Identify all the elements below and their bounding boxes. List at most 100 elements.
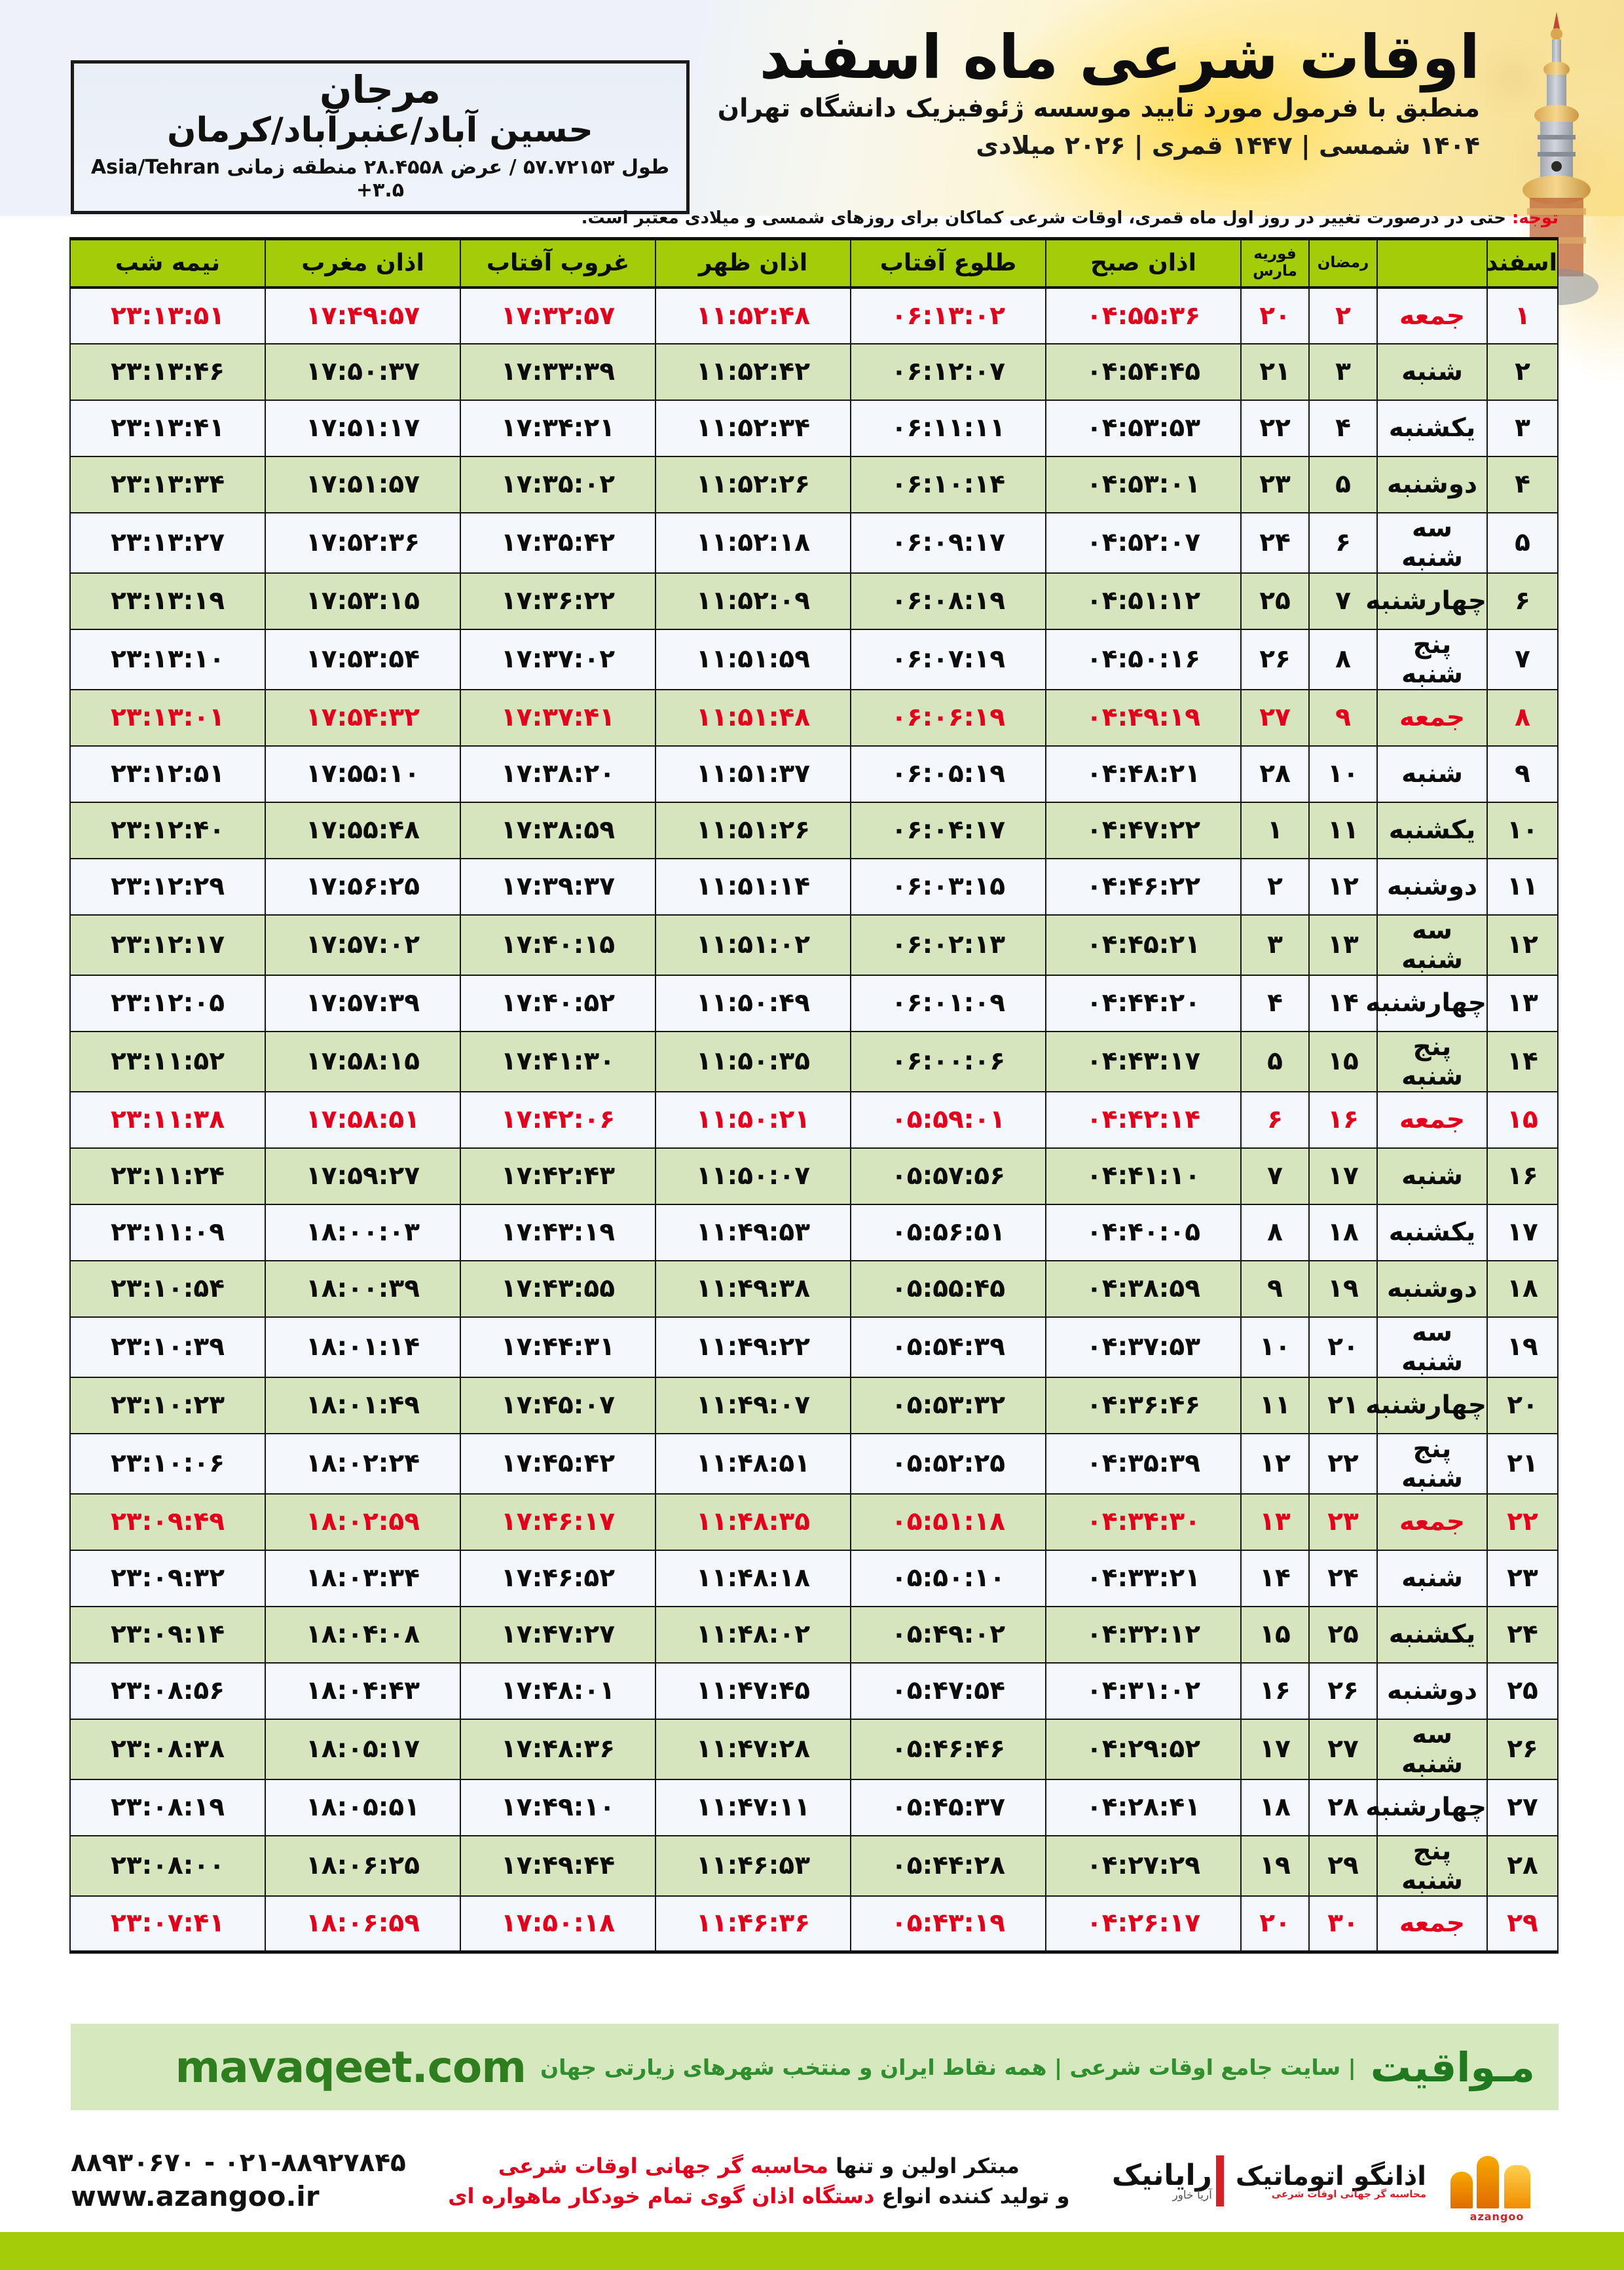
day-index: ۲۷: [1486, 1778, 1559, 1836]
day-index: ۱: [1486, 286, 1559, 344]
day-index: ۴: [1486, 455, 1559, 513]
gregorian-day: ۲۱: [1240, 343, 1310, 401]
footer-url[interactable]: www.azangoo.ir: [71, 2180, 320, 2213]
hijri-day: ۲: [1308, 286, 1378, 344]
midnight-time: ۲۳:۱۲:۴۰: [69, 801, 266, 859]
gregorian-day: ۲۲: [1240, 399, 1310, 457]
gregorian-day: ۳: [1240, 914, 1310, 976]
sunrise-time: ۰۶:۰۹:۱۷: [850, 512, 1046, 574]
midnight-time: ۲۳:۱۰:۲۳: [69, 1376, 266, 1434]
title-block: اوقات شرعی ماه اسفند منطبق با فرمول مورد…: [718, 22, 1552, 159]
table-row: ۱۶ شنبه ۱۷ ۷ ۰۴:۴۱:۱۰ ۰۵:۵۷:۵۶ ۱۱:۵۰:۰۷ ۱۷:۴۲:۴…: [69, 1147, 1559, 1205]
maghrib-time: ۱۸:۰۰:۳۹: [265, 1259, 461, 1318]
table-row: ۲۳ شنبه ۲۴ ۱۴ ۰۴:۳۳:۲۱ ۰۵:۵۰:۱۰ ۱۱:۴۸:۱۸ ۱۷:۴۶:…: [69, 1549, 1559, 1607]
col-header-weekday: [1376, 237, 1488, 289]
col-header-ramadan[interactable]: رمضان: [1308, 237, 1378, 289]
fajr-time: ۰۴:۲۶:۱۷: [1045, 1895, 1242, 1954]
day-index: ۱۲: [1486, 914, 1559, 976]
maghrib-time: ۱۸:۰۴:۰۸: [265, 1605, 461, 1664]
dhuhr-time: ۱۱:۵۲:۰۹: [655, 572, 851, 630]
fajr-time: ۰۴:۴۲:۱۴: [1045, 1090, 1242, 1149]
maghrib-time: ۱۷:۵۸:۵۱: [265, 1090, 461, 1149]
col-header-midnight[interactable]: نیمه شب: [69, 237, 266, 289]
sunset-time: ۱۷:۴۷:۲۷: [460, 1605, 656, 1664]
gregorian-day: ۱: [1240, 801, 1310, 859]
gregorian-day: ۱۲: [1240, 1432, 1310, 1495]
sunrise-time: ۰۵:۴۵:۳۷: [850, 1778, 1046, 1836]
sunset-time: ۱۷:۴۰:۱۵: [460, 914, 656, 976]
col-header-sunset[interactable]: غروب آفتاب: [460, 237, 656, 289]
dhuhr-time: ۱۱:۵۰:۴۹: [655, 974, 851, 1032]
midnight-time: ۲۳:۱۱:۰۹: [69, 1203, 266, 1261]
dhuhr-time: ۱۱:۴۸:۰۲: [655, 1605, 851, 1664]
col-header-fajr[interactable]: اذان صبح: [1045, 237, 1242, 289]
weekday-name: شنبه: [1376, 343, 1488, 401]
midnight-time: ۲۳:۱۱:۵۲: [69, 1030, 266, 1092]
col-header-esfand[interactable]: اسفند: [1486, 237, 1559, 289]
weekday-name: جمعه: [1376, 1895, 1488, 1954]
sunset-time: ۱۷:۴۵:۴۲: [460, 1432, 656, 1495]
table-row: ۲ شنبه ۳ ۲۱ ۰۴:۵۴:۴۵ ۰۶:۱۲:۰۷ ۱۱:۵۲:۴۲ ۱۷:۳۳:۳۹…: [69, 343, 1559, 401]
weekday-name: جمعه: [1376, 688, 1488, 747]
gregorian-day: ۱۱: [1240, 1376, 1310, 1434]
gregorian-day: ۱۰: [1240, 1316, 1310, 1378]
weekday-name: سه شنبه: [1376, 1718, 1488, 1780]
page-title: اوقات شرعی ماه اسفند: [759, 22, 1480, 92]
sunrise-time: ۰۵:۵۰:۱۰: [850, 1549, 1046, 1607]
hijri-day: ۲۸: [1308, 1778, 1378, 1836]
site-domain[interactable]: mavaqeet.com: [175, 2041, 526, 2093]
weekday-name: سه شنبه: [1376, 914, 1488, 976]
weekday-name: سه شنبه: [1376, 512, 1488, 574]
dhuhr-time: ۱۱:۵۰:۰۷: [655, 1147, 851, 1205]
gregorian-day: ۲۷: [1240, 688, 1310, 747]
sunrise-time: ۰۵:۴۹:۰۲: [850, 1605, 1046, 1664]
midnight-time: ۲۳:۰۹:۱۴: [69, 1605, 266, 1664]
day-index: ۲: [1486, 343, 1559, 401]
location-coordinates: طول ۵۷.۷۲۱۵۳ / عرض ۲۸.۴۵۵۸ منطقه زمانی A…: [90, 156, 670, 202]
gregorian-day: ۲۴: [1240, 512, 1310, 574]
midnight-time: ۲۳:۱۳:۴۶: [69, 343, 266, 401]
maghrib-time: ۱۸:۰۱:۱۴: [265, 1316, 461, 1378]
sunrise-time: ۰۶:۰۳:۱۵: [850, 857, 1046, 916]
azangoo-wordmark-text: اذانگو اتوماتیک: [1235, 2161, 1426, 2191]
dhuhr-time: ۱۱:۵۲:۴۲: [655, 343, 851, 401]
maghrib-time: ۱۷:۵۹:۲۷: [265, 1147, 461, 1205]
midnight-time: ۲۳:۱۳:۱۰: [69, 628, 266, 690]
gregorian-day: ۲۵: [1240, 572, 1310, 630]
day-index: ۶: [1486, 572, 1559, 630]
hijri-day: ۲۲: [1308, 1432, 1378, 1495]
sunrise-time: ۰۵:۵۶:۵۱: [850, 1203, 1046, 1261]
day-index: ۱۶: [1486, 1147, 1559, 1205]
sunset-time: ۱۷:۴۸:۳۶: [460, 1718, 656, 1780]
footer-phone[interactable]: ۰۲۱-۸۸۹۲۷۸۴۵ - ۸۸۹۳۰۶۷۰: [71, 2148, 406, 2178]
gregorian-day: ۱۸: [1240, 1778, 1310, 1836]
fajr-time: ۰۴:۴۸:۲۱: [1045, 745, 1242, 803]
col-header-feb-march[interactable]: فوریه مارس: [1240, 237, 1310, 289]
gregorian-day: ۲۶: [1240, 628, 1310, 690]
table-row: ۷ پنج شنبه ۸ ۲۶ ۰۴:۵۰:۱۶ ۰۶:۰۷:۱۹ ۱۱:۵۱:۵۹ ۱۷:۳…: [69, 628, 1559, 690]
col-header-dhuhr[interactable]: اذان ظهر: [655, 237, 851, 289]
maghrib-time: ۱۷:۵۴:۳۲: [265, 688, 461, 747]
fajr-time: ۰۴:۲۹:۵۲: [1045, 1718, 1242, 1780]
azangoo-logo: azangoo: [1438, 2139, 1556, 2223]
maghrib-time: ۱۸:۰۰:۰۳: [265, 1203, 461, 1261]
table-row: ۹ شنبه ۱۰ ۲۸ ۰۴:۴۸:۲۱ ۰۶:۰۵:۱۹ ۱۱:۵۱:۳۷ ۱۷:۳۸:۲…: [69, 745, 1559, 803]
col-header-maghrib[interactable]: اذان مغرب: [265, 237, 461, 289]
sunset-time: ۱۷:۴۴:۳۱: [460, 1316, 656, 1378]
fajr-time: ۰۴:۲۸:۴۱: [1045, 1778, 1242, 1836]
hijri-day: ۴: [1308, 399, 1378, 457]
midnight-time: ۲۳:۱۳:۲۷: [69, 512, 266, 574]
azangoo-wordmark: اذانگو اتوماتیک محاسبه گر جهانی اوقات شر…: [1236, 2163, 1426, 2199]
dhuhr-time: ۱۱:۴۷:۲۸: [655, 1718, 851, 1780]
fajr-time: ۰۴:۴۹:۱۹: [1045, 688, 1242, 747]
sunset-time: ۱۷:۴۰:۵۲: [460, 974, 656, 1032]
col-header-sunrise[interactable]: طلوع آفتاب: [850, 237, 1046, 289]
table-row: ۲۱ پنج شنبه ۲۲ ۱۲ ۰۴:۳۵:۳۹ ۰۵:۵۲:۲۵ ۱۱:۴۸:۵۱ ۱۷…: [69, 1432, 1559, 1495]
rayanik-sub: آریا خاور: [1172, 2188, 1212, 2202]
weekday-name: پنج شنبه: [1376, 1834, 1488, 1897]
day-index: ۷: [1486, 628, 1559, 690]
table-row: ۲۶ سه شنبه ۲۷ ۱۷ ۰۴:۲۹:۵۲ ۰۵:۴۶:۴۶ ۱۱:۴۷:۲۸ ۱۷:…: [69, 1718, 1559, 1780]
footer-line-2: و تولید کننده انواع دستگاه اذان گوی تمام…: [426, 2181, 1092, 2211]
footer-line-1-a: مبتکر اولین و تنها: [828, 2153, 1020, 2178]
day-index: ۵: [1486, 512, 1559, 574]
